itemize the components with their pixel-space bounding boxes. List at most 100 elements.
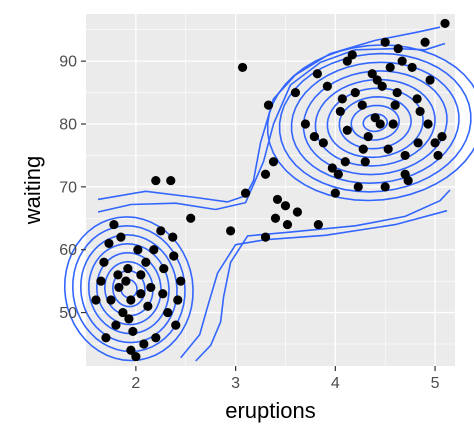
y-axis: 50 60 70 80 90 [59,54,86,322]
scatter-point [169,251,179,261]
scatter-point [104,238,114,249]
scatter-point [412,94,422,104]
scatter-point [96,276,106,286]
contour-line [95,251,162,326]
scatter-point [91,295,101,305]
scatter-point [333,169,343,179]
scatter-point [270,213,281,223]
scatter-point [151,175,161,186]
contour-line [79,233,178,344]
scatter-point [400,169,410,179]
scatter-point [131,351,141,362]
scatter-point [420,37,430,47]
scatter-point [280,201,291,211]
x-tick-label: 4 [331,375,340,392]
contour-line [362,113,388,133]
scatter-point [358,144,368,154]
y-tick-label: 70 [59,179,77,196]
scatter-point [300,119,311,129]
scatter-point [388,119,398,129]
scatter-point [392,87,402,98]
scatter-point [133,245,143,255]
contour-line [278,52,472,193]
scatter-point [383,144,393,154]
contour-line [111,269,146,308]
scatter-point [128,326,138,337]
contour-line [97,26,441,203]
x-axis: 2 3 4 5 [131,366,440,392]
scatter-point [126,345,136,355]
scatter-point [337,94,347,104]
scatter-point [372,75,382,85]
scatter-point [430,138,440,148]
contour-line [63,216,194,362]
scatter-point [237,62,248,73]
contour-line [103,260,154,317]
scatter-point [124,314,134,324]
scatter-point [340,157,350,167]
scatter-point [99,257,109,267]
scatter-point [425,75,435,85]
scatter-point [440,18,450,29]
scatter-point [106,295,116,305]
scatter-point [335,106,345,117]
contour-line [87,242,170,335]
scatter-point [367,69,377,79]
scatter-point [171,320,181,330]
scatter-point [260,169,271,179]
scatter-point [136,270,146,280]
scatter-point [309,131,319,142]
scatter-point [357,100,367,110]
scatter-point [318,138,328,148]
gridlines [86,14,455,366]
scatter-point [158,289,168,299]
y-tick-label: 90 [59,54,77,71]
scatter-point [380,37,390,47]
scatter-point [173,295,183,305]
scatter-point [312,69,322,79]
scatter-point [353,182,363,192]
scatter-point [268,157,279,167]
scatter-point [413,138,423,148]
scatter-point [423,119,433,129]
y-tick-label: 60 [59,242,77,259]
scatter-point [292,207,303,217]
scatter-point [407,62,417,73]
contour-line [350,104,400,141]
scatter-point [400,150,410,161]
scatter-point [350,87,360,98]
contour-line [195,189,451,362]
scatter-point [186,213,196,223]
scatter-point [118,307,128,318]
scatter-point [380,182,390,192]
scatter-point [322,81,332,91]
scatter-point [433,150,443,161]
scatter-point [375,119,385,129]
scatter-point [263,100,274,110]
scatter-point [163,307,173,318]
scatter-point [370,113,380,123]
scatter-point [415,106,425,117]
scatter-point [111,320,121,330]
y-axis-title: waiting [20,156,45,225]
scatter-point [390,100,400,110]
contour-line [180,209,448,359]
scatter-point [136,289,146,299]
scatter-point [113,270,123,280]
scatter-point [260,232,271,242]
scatter-point [126,295,136,305]
contour-line [266,44,474,202]
scatter-point [313,219,323,230]
scatter-point [114,282,124,293]
scatter-point [272,194,283,205]
scatter-point [123,263,133,274]
scatter-point [143,301,153,311]
scatter-point [226,226,236,236]
scatter-point [109,219,119,230]
scatter-point [139,339,149,349]
scatter-point [121,276,131,286]
contour-line [302,70,448,176]
scatter-point [101,333,111,343]
scatter-point [240,188,251,198]
